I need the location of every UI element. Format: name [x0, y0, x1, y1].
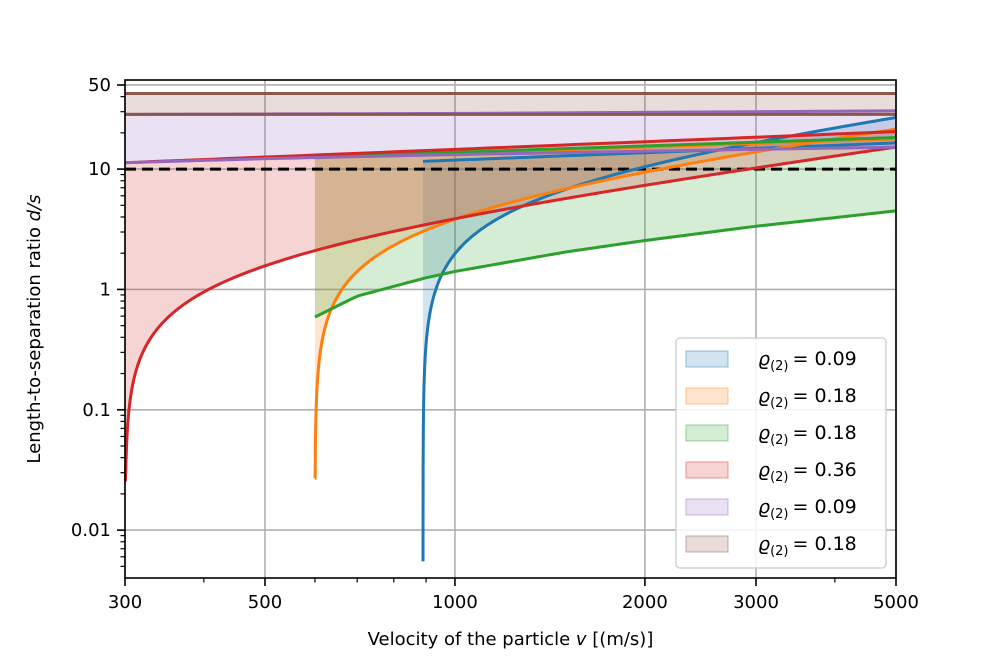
x-tick-label: 5000: [873, 592, 919, 613]
y-tick-label: 10: [88, 159, 111, 180]
series-3-upper-line: [314, 136, 897, 159]
legend-item: ϱ(2) = 0.18: [685, 385, 857, 411]
y-tick-label: 50: [88, 75, 111, 96]
legend-box: [675, 337, 887, 569]
legend-swatch: [685, 461, 729, 479]
series-1-lower-line: [421, 116, 897, 562]
series-4-band: [125, 131, 896, 481]
legend-label: ϱ(2) = 0.18: [758, 533, 857, 559]
legend-item: ϱ(2) = 0.36: [685, 459, 857, 485]
y-tick-label: 0.01: [71, 520, 111, 541]
y-tick-label: 0.1: [82, 400, 111, 421]
legend-item: ϱ(2) = 0.18: [685, 533, 857, 559]
legend-label: ϱ(2) = 0.09: [758, 496, 857, 522]
legend-item: ϱ(2) = 0.09: [685, 348, 857, 374]
axes-frame: [124, 79, 897, 579]
legend-swatch: [685, 424, 729, 442]
series-3-lower-line: [314, 209, 897, 319]
x-tick-label: 3000: [733, 592, 779, 613]
y-tick-label: 1: [100, 279, 111, 300]
legend-item: ϱ(2) = 0.18: [685, 422, 857, 448]
legend-swatch: [685, 387, 729, 405]
legend-swatch: [685, 350, 729, 368]
series-1-band: [423, 117, 896, 562]
y-axis-title: Length-to-separation ratio d/s: [24, 194, 45, 463]
series-4-lower-line: [123, 145, 897, 482]
x-axis-title: Velocity of the particle v [(m/s)]: [368, 629, 654, 650]
legend-swatch: [685, 535, 729, 553]
series-4-upper-line: [124, 130, 897, 165]
legend-label: ϱ(2) = 0.36: [758, 459, 857, 485]
legend-swatch: [685, 498, 729, 516]
x-tick-label: 1000: [432, 592, 478, 613]
series-5-lower-line: [124, 145, 897, 165]
legend-label: ϱ(2) = 0.18: [758, 422, 857, 448]
legend-label: ϱ(2) = 0.09: [758, 348, 857, 374]
legend-item: ϱ(2) = 0.09: [685, 496, 857, 522]
series-lines: [123, 91, 897, 562]
tick-layer: 300 500 1000 2000 3000 5000 0.01 0.1 1 10 50: [71, 75, 919, 613]
series-6-band: [125, 93, 896, 115]
x-tick-label: 2000: [622, 592, 668, 613]
x-tick-label: 500: [248, 592, 282, 613]
series-3-band: [314, 137, 896, 318]
x-tick-label: 300: [108, 592, 142, 613]
legend-label: ϱ(2) = 0.18: [758, 385, 857, 411]
legend: ϱ(2) = 0.09 ϱ(2) = 0.18 ϱ(2) = 0.18 ϱ(2) = 0.36…: [675, 337, 887, 569]
